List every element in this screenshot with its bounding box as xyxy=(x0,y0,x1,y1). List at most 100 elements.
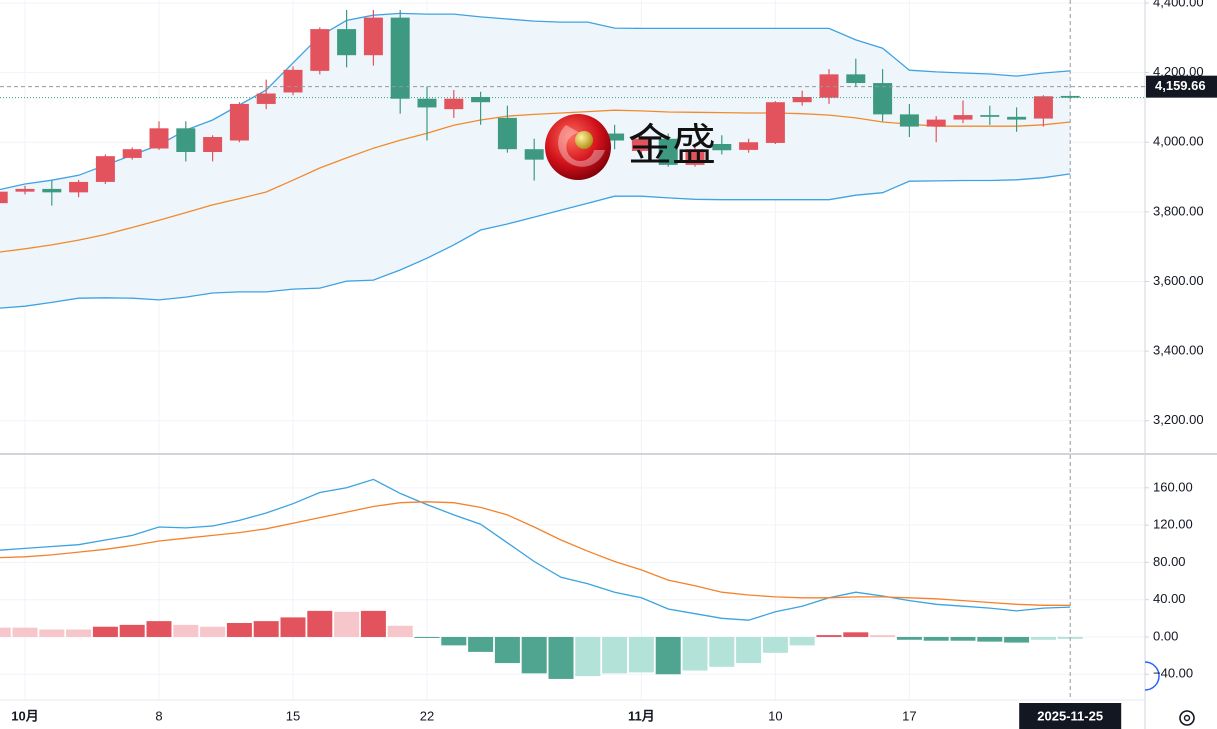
histogram-bar xyxy=(494,636,520,664)
histogram-bar xyxy=(0,627,11,637)
histogram-bar xyxy=(1004,636,1030,643)
candle-body xyxy=(658,138,678,165)
crosshair-date-label: 2025-11-25 xyxy=(1037,708,1103,723)
histogram-bar xyxy=(950,636,976,641)
candle-body xyxy=(1033,96,1053,119)
crosshair-price-box xyxy=(1146,75,1217,98)
histogram-bar xyxy=(226,622,252,637)
candle-body xyxy=(444,98,464,110)
candle-body xyxy=(390,17,410,99)
candle-body xyxy=(873,83,893,115)
candle-body xyxy=(631,138,651,151)
histogram-bar xyxy=(548,636,574,679)
y-tick-label: 4,000.00 xyxy=(1153,134,1204,149)
histogram-bar xyxy=(789,636,815,646)
y-tick-label: 3,800.00 xyxy=(1153,203,1204,218)
x-tick-label: 22 xyxy=(420,708,434,723)
histogram-bar xyxy=(119,624,145,637)
candle-body xyxy=(95,156,115,182)
candle-body xyxy=(953,115,973,120)
candle-body xyxy=(1060,95,1080,98)
candle-body xyxy=(15,188,35,192)
histogram-bar xyxy=(414,636,440,638)
candle-body xyxy=(739,142,759,150)
histogram-bar xyxy=(334,611,360,637)
histogram-bar xyxy=(682,636,708,671)
candle-body xyxy=(712,143,732,151)
candle-body xyxy=(792,96,812,103)
histogram-bar xyxy=(655,636,681,675)
histogram-bar xyxy=(200,626,226,637)
y-tick-label: 3,400.00 xyxy=(1153,343,1204,358)
histogram-bar xyxy=(173,624,199,637)
candle-body xyxy=(471,96,491,103)
watermark-text: 金盛 xyxy=(628,120,716,171)
candle-body xyxy=(283,69,303,93)
band-lower xyxy=(0,173,1071,309)
candle-body xyxy=(42,188,62,193)
histogram-bar xyxy=(307,610,333,637)
histogram-bar xyxy=(66,629,92,637)
band-middle xyxy=(0,109,1071,253)
candle-body xyxy=(765,102,785,143)
candle-body xyxy=(926,119,946,127)
histogram-bar xyxy=(575,636,601,677)
candle-body xyxy=(899,114,919,127)
histogram-bar xyxy=(253,621,279,637)
macd-pane xyxy=(0,478,1083,679)
crosshair-price-label: 4,159.66 xyxy=(1155,78,1206,93)
candle-body xyxy=(497,117,517,150)
candle-body xyxy=(176,128,196,152)
histogram-bar xyxy=(521,636,547,674)
histogram-bar xyxy=(1030,636,1056,640)
gear-hub xyxy=(1183,714,1191,722)
histogram-bar xyxy=(387,625,413,637)
candle-body xyxy=(363,17,383,56)
y-tick-label: 0.00 xyxy=(1153,628,1178,643)
histogram-bar xyxy=(280,617,306,637)
histogram-bar xyxy=(923,636,949,641)
histogram-bar xyxy=(441,636,467,646)
histogram-bar xyxy=(896,636,922,640)
x-tick-label: 10月 xyxy=(11,708,38,723)
candle-body xyxy=(310,29,330,71)
candle-body xyxy=(229,103,249,141)
y-tick-label: 160.00 xyxy=(1153,479,1193,494)
y-tick-label: 40.00 xyxy=(1153,591,1186,606)
settings-icon[interactable] xyxy=(1179,710,1195,726)
histogram-bar xyxy=(709,636,735,667)
watermark: 金盛 xyxy=(545,114,716,180)
candle-body xyxy=(122,149,142,158)
histogram-bar xyxy=(870,635,896,637)
plot-layer xyxy=(0,9,1145,679)
histogram-bar xyxy=(736,636,762,664)
candle-body xyxy=(0,191,8,204)
candle-body xyxy=(819,74,839,98)
x-tick-label: 11月 xyxy=(628,708,655,723)
histogram-bar xyxy=(360,610,386,637)
histogram-bar xyxy=(977,636,1003,642)
candle-body xyxy=(337,29,357,56)
macd-line xyxy=(0,501,1071,606)
histogram-bar xyxy=(628,636,654,673)
logo-ball xyxy=(545,114,611,180)
x-tick-label: 8 xyxy=(155,708,162,723)
candle-body xyxy=(524,149,544,160)
scale-handle xyxy=(1144,661,1160,691)
candle-body xyxy=(846,74,866,84)
candle-body xyxy=(256,93,276,104)
histogram-bar xyxy=(843,632,869,637)
histogram-bar xyxy=(92,626,118,637)
y-tick-label: −40.00 xyxy=(1153,666,1193,681)
crosshair-date-box xyxy=(1019,703,1122,729)
logo-swoosh xyxy=(558,125,605,167)
y-tick-label: 3,600.00 xyxy=(1153,273,1204,288)
histogram-bar xyxy=(146,621,172,637)
candle-body xyxy=(417,98,437,108)
candle-body xyxy=(149,128,169,149)
histogram-bar xyxy=(816,635,842,637)
histogram-bar xyxy=(762,636,788,653)
candle-body xyxy=(685,149,705,165)
